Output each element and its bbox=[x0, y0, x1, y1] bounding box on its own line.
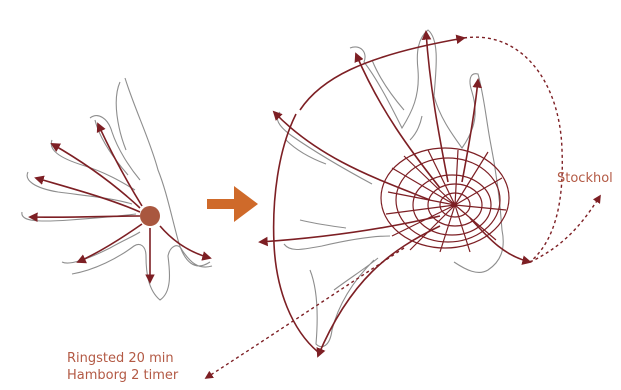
city-arrow-west-upper bbox=[272, 110, 431, 201]
finger-arrows bbox=[28, 122, 155, 284]
city-arrows bbox=[258, 30, 532, 358]
label-stockholm: Stockhol bbox=[557, 171, 613, 186]
connection-stockholm bbox=[529, 194, 601, 263]
city-arrow-southwest bbox=[316, 225, 441, 358]
connection-stockholm-loop bbox=[463, 36, 563, 263]
city-arrow-north-left bbox=[354, 52, 441, 189]
label-hamborg: Hamborg 2 timer bbox=[67, 368, 179, 383]
regional-connections bbox=[204, 36, 601, 379]
city-arrow-north bbox=[421, 30, 449, 183]
label-ringsted: Ringsted 20 min bbox=[67, 351, 174, 366]
finger-arrow-5 bbox=[76, 223, 143, 264]
finger-arrow-3 bbox=[34, 175, 141, 213]
finger-arrow-4 bbox=[28, 212, 141, 222]
finger-arrow-1 bbox=[96, 122, 143, 207]
city-arrow-top-curve bbox=[299, 34, 466, 111]
finger-plan-outline bbox=[21, 77, 213, 301]
city-center-dot bbox=[140, 206, 160, 226]
finger-arrow-7 bbox=[159, 225, 212, 261]
city-arrow-north-right bbox=[461, 78, 483, 183]
city-arrow-left-loop bbox=[272, 113, 319, 353]
city-arrow-west bbox=[258, 215, 441, 247]
city-plan-outline bbox=[276, 29, 504, 348]
finger-plan-sketch bbox=[21, 77, 213, 301]
arrow-right-icon bbox=[207, 186, 258, 222]
finger-arrow-2 bbox=[50, 143, 141, 209]
connection-ringsted-hamborg bbox=[204, 247, 405, 379]
city-plan-sketch bbox=[204, 29, 601, 379]
city-arrow-east bbox=[469, 217, 532, 265]
